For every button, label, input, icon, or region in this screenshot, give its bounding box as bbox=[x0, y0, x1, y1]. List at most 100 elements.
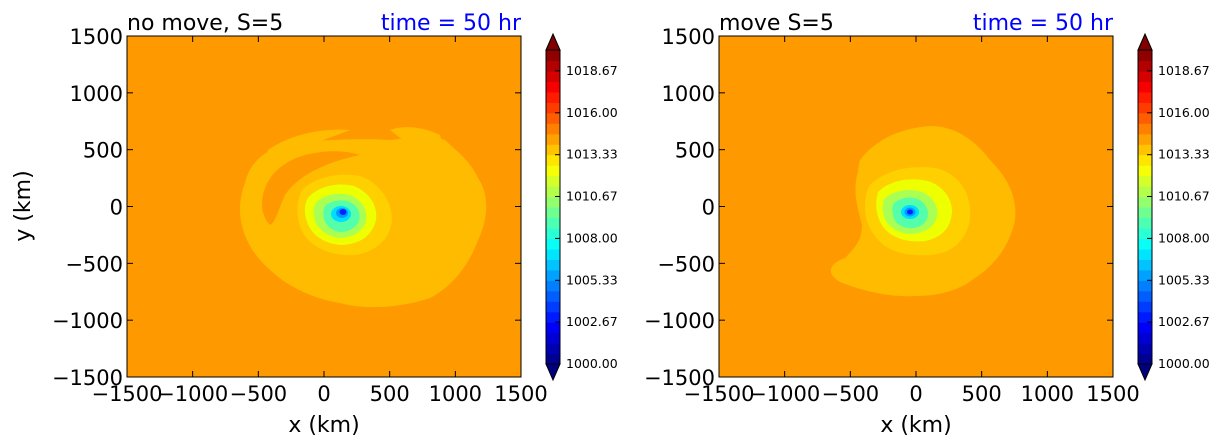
contour-1015-arm bbox=[390, 127, 442, 159]
colorbar-swatch bbox=[546, 186, 560, 198]
colorbar-swatches bbox=[1137, 32, 1153, 382]
colorbar-tick-label: 1008.00 bbox=[1158, 230, 1210, 245]
colorbar-swatch bbox=[546, 91, 560, 103]
colorbar-swatch bbox=[1138, 207, 1152, 219]
y-tick-label: 500 bbox=[675, 139, 715, 163]
y-axis-label: y (km) bbox=[11, 170, 36, 241]
y-tick-label: −500 bbox=[657, 252, 715, 276]
colorbar-swatch bbox=[1138, 91, 1152, 103]
panel-time-label: time = 50 hr bbox=[973, 11, 1114, 36]
colorbar-tick-label: 1005.33 bbox=[566, 272, 618, 287]
colorbar-tick-label: 1005.33 bbox=[1158, 272, 1210, 287]
colorbar-swatch bbox=[546, 123, 560, 135]
x-tick-label: −1000 bbox=[749, 382, 820, 406]
x-tick-label: −1500 bbox=[683, 382, 754, 406]
colorbar-tick-label: 1002.67 bbox=[1158, 314, 1210, 329]
colorbar-swatch bbox=[1138, 133, 1152, 145]
x-tick-label: −500 bbox=[229, 382, 287, 406]
colorbar-swatch bbox=[546, 311, 560, 323]
y-tick-label: −500 bbox=[65, 252, 123, 276]
colorbar-swatch bbox=[1138, 301, 1152, 313]
colorbar-swatch bbox=[546, 217, 560, 229]
pressure-field bbox=[240, 127, 487, 308]
colorbar-left: 1018.67 1016.00 1013.33 1010.67 1008.00 1005.… bbox=[545, 32, 618, 382]
colorbar-swatch bbox=[1138, 269, 1152, 281]
colorbar-swatch bbox=[1138, 290, 1152, 302]
colorbar-swatch bbox=[546, 175, 560, 187]
y-tick-label: 1000 bbox=[662, 82, 715, 106]
colorbar-swatch bbox=[1138, 70, 1152, 82]
colorbar-extend-max bbox=[1137, 32, 1153, 51]
contour-gap bbox=[262, 151, 360, 225]
colorbar-swatch bbox=[546, 322, 560, 334]
y-tick-label: −1500 bbox=[52, 366, 123, 390]
colorbar-swatch bbox=[1138, 227, 1152, 239]
x-tick-label: 500 bbox=[962, 382, 1002, 406]
y-tick-label: −1000 bbox=[52, 309, 123, 333]
x-tick-label: −1000 bbox=[157, 382, 228, 406]
colorbar-right: 1018.67 1016.00 1013.33 1010.67 1008.00 1005.… bbox=[1137, 32, 1210, 382]
colorbar-swatch bbox=[1138, 311, 1152, 323]
colorbar-swatch bbox=[1138, 123, 1152, 135]
colorbar-swatch bbox=[1138, 248, 1152, 260]
colorbar-swatch bbox=[1138, 280, 1152, 292]
colorbar-tick-label: 1010.67 bbox=[1158, 188, 1210, 203]
colorbar-swatch bbox=[546, 353, 560, 365]
colorbar-swatch bbox=[546, 332, 560, 344]
colorbar-tick-label: 1002.67 bbox=[566, 314, 618, 329]
x-tick-label: 1000 bbox=[429, 382, 482, 406]
colorbar-swatch bbox=[546, 70, 560, 82]
colorbar-swatch bbox=[1138, 196, 1152, 208]
colorbar-swatch bbox=[1138, 60, 1152, 72]
colorbar-swatch bbox=[1138, 238, 1152, 250]
panel-left: no move, S=5 time = 50 hr x (km) y (km) … bbox=[11, 11, 548, 438]
colorbar-tick-labels: 1018.67 1016.00 1013.33 1010.67 1008.00 1005.… bbox=[555, 63, 618, 371]
panel-title: no move, S=5 bbox=[127, 11, 283, 36]
colorbar-swatch bbox=[1138, 343, 1152, 355]
colorbar-tick-label: 1018.67 bbox=[566, 63, 618, 78]
colorbar-swatch bbox=[546, 343, 560, 355]
colorbar-tick-label: 1016.00 bbox=[1158, 105, 1210, 120]
y-tick-label: 1500 bbox=[662, 25, 715, 49]
colorbar-extend-min bbox=[1137, 363, 1153, 382]
contour-1002 bbox=[339, 209, 347, 215]
colorbar-swatch bbox=[1138, 175, 1152, 187]
colorbar-swatch bbox=[546, 280, 560, 292]
colorbar-frame bbox=[545, 49, 561, 365]
y-tick-label: 0 bbox=[702, 196, 715, 220]
x-tick-label: −1500 bbox=[91, 382, 162, 406]
colorbar-swatch bbox=[1138, 102, 1152, 114]
axis-ticks: −1500−1500−1000−1000−500−500005005001000… bbox=[52, 25, 548, 406]
colorbar-extend-min bbox=[545, 363, 561, 382]
colorbar-swatch bbox=[546, 144, 560, 156]
colorbar-swatch bbox=[1138, 217, 1152, 229]
colorbar-tick-label: 1013.33 bbox=[566, 147, 618, 162]
colorbar-swatch bbox=[546, 196, 560, 208]
y-tick-label: −1000 bbox=[644, 309, 715, 333]
x-tick-label: 0 bbox=[317, 382, 330, 406]
x-axis-label: x (km) bbox=[288, 413, 359, 438]
x-tick-label: 1000 bbox=[1021, 382, 1074, 406]
colorbar-extend-max bbox=[545, 32, 561, 51]
colorbar-swatch bbox=[546, 269, 560, 281]
y-tick-label: 500 bbox=[83, 139, 123, 163]
x-tick-label: 500 bbox=[370, 382, 410, 406]
colorbar-tick-label: 1000.00 bbox=[1158, 356, 1210, 371]
colorbar-swatch bbox=[1138, 353, 1152, 365]
colorbar-swatch bbox=[546, 248, 560, 260]
x-tick-label: 0 bbox=[909, 382, 922, 406]
panel-title: move S=5 bbox=[719, 11, 834, 36]
colorbar-swatch bbox=[546, 207, 560, 219]
colorbar-tick-label: 1013.33 bbox=[1158, 147, 1210, 162]
x-tick-label: −500 bbox=[821, 382, 879, 406]
y-tick-label: −1500 bbox=[644, 366, 715, 390]
panel-time-label: time = 50 hr bbox=[381, 11, 522, 36]
contour-1015-arc bbox=[263, 129, 350, 200]
y-tick-label: 1500 bbox=[70, 25, 123, 49]
colorbar-swatch bbox=[1138, 186, 1152, 198]
colorbar-swatch bbox=[1138, 332, 1152, 344]
colorbar-tick-label: 1008.00 bbox=[566, 230, 618, 245]
contour-1002 bbox=[907, 209, 913, 215]
colorbar-swatch bbox=[546, 133, 560, 145]
